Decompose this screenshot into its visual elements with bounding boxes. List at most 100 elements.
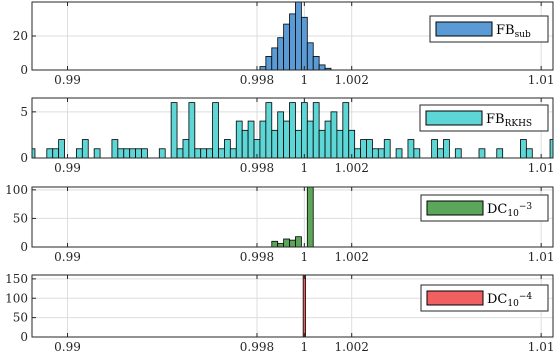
histogram-bar [478, 148, 486, 158]
histogram-bar [318, 129, 326, 158]
y-tick-label: 150 [5, 272, 28, 286]
histogram-bar [324, 120, 332, 158]
histogram-bar [295, 129, 302, 158]
bars [259, 2, 332, 70]
histogram-bar [247, 120, 255, 158]
histogram-bar [324, 67, 332, 70]
histogram-bar [283, 120, 290, 158]
histogram-bar [413, 148, 421, 158]
histogram-bar [176, 148, 184, 158]
x-tick-label: 1.002 [335, 340, 369, 354]
histogram-bar [158, 148, 166, 158]
x-tick-label: 1.01 [528, 250, 555, 264]
histogram-bar [283, 238, 290, 247]
histogram-bar [383, 139, 391, 158]
histogram-bar [81, 139, 89, 158]
histogram-bar [283, 23, 290, 70]
histogram-panel-1: 0.99 0.998 1 1.002 1.01 0 20 FBsub [13, 1, 555, 87]
histogram-bar [241, 129, 249, 158]
histogram-panel-3: 0.99 0.998 1 1.002 1.01 0 50 100 DC10−3 [5, 183, 554, 264]
histogram-bar [354, 148, 361, 158]
histogram-bar [360, 139, 367, 158]
histogram-bar [312, 56, 320, 70]
bars [302, 275, 306, 337]
x-tick-label: 1 [301, 250, 309, 264]
histogram-bar [300, 16, 308, 70]
axes-box [31, 186, 554, 248]
legend-swatch [426, 290, 484, 306]
histogram-bar [194, 148, 202, 158]
histogram-bar [525, 148, 533, 158]
histogram-bar [206, 148, 213, 158]
histogram-bar [377, 148, 385, 158]
y-tick-label: 5 [20, 105, 28, 119]
x-tick-label: 1 [301, 340, 309, 354]
histogram-bar [318, 64, 326, 70]
histogram-bar [271, 47, 279, 70]
legend-swatch [435, 21, 493, 37]
y-tick-label: 20 [13, 29, 28, 43]
histogram-bar [212, 102, 219, 158]
histogram-bar [265, 102, 273, 158]
histogram-bar [32, 148, 36, 158]
histogram-bar [76, 148, 83, 158]
x-tick-label: 1 [301, 73, 309, 87]
histogram-bar [407, 139, 415, 158]
y-tick-label: 0 [20, 151, 28, 165]
y-tick-label: 50 [13, 311, 28, 325]
histogram-bar [58, 139, 65, 158]
histogram-bar [520, 139, 527, 158]
histogram-bar [52, 148, 60, 158]
legend-fb-sub: FBsub [429, 15, 549, 43]
y-tick-label: 0 [20, 240, 28, 254]
histogram-bar [259, 66, 267, 70]
histogram-bar [235, 120, 243, 158]
histogram-bar [117, 148, 125, 158]
histogram-bar [182, 139, 190, 158]
histogram-bar [300, 102, 308, 158]
axes-box [31, 274, 554, 338]
histogram-bar [229, 148, 237, 158]
legend-swatch [426, 200, 484, 216]
histogram-bar [366, 139, 373, 158]
histogram-bar [224, 139, 231, 158]
x-tick-label: 0.998 [240, 250, 274, 264]
histogram-bar [170, 102, 178, 158]
x-tick-label: 0.99 [54, 161, 81, 175]
histogram-bar [336, 129, 344, 158]
histogram-bar [259, 120, 267, 158]
y-tick-label: 0 [20, 63, 28, 77]
histogram-bar [289, 13, 296, 70]
histogram-bar [549, 139, 553, 158]
x-tick-label: 1.002 [335, 250, 369, 264]
histogram-bar [129, 148, 137, 158]
legend-box [419, 104, 549, 132]
histogram-bar [342, 102, 350, 158]
x-tick-label: 1.002 [335, 161, 369, 175]
histogram-bar [141, 148, 148, 158]
histogram-bar [306, 42, 314, 70]
histogram-bar [46, 148, 54, 158]
legend-label: FBRKHS [486, 112, 532, 129]
y-tick-label: 50 [13, 211, 28, 225]
histogram-bar [496, 148, 504, 158]
histogram-bar [277, 243, 285, 247]
legend-dc-1e-4: DC10−4 [420, 284, 549, 312]
axes-box [31, 97, 554, 159]
histogram-bar [372, 148, 379, 158]
y-tick-label: 100 [5, 291, 28, 305]
legend-label: DC10−3 [487, 202, 532, 219]
x-tick-label: 0.99 [54, 340, 81, 354]
histogram-bar [395, 148, 403, 158]
x-tick-label: 1.002 [335, 73, 369, 87]
histogram-bar [135, 148, 142, 158]
x-tick-label: 0.998 [240, 340, 274, 354]
histogram-bar [271, 240, 279, 247]
legend-label: FBsub [496, 23, 531, 40]
histogram-bar [289, 239, 296, 247]
x-tick-label: 0.99 [54, 73, 81, 87]
histogram-bar [93, 148, 101, 158]
histogram-bar [289, 102, 296, 158]
histogram-bar [454, 148, 462, 158]
